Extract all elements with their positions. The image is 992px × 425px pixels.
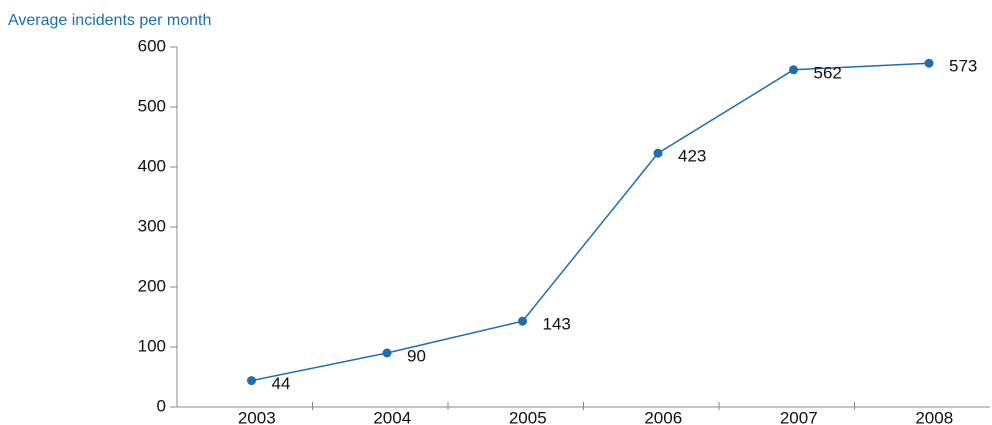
- x-tick-label: 2006: [644, 408, 682, 425]
- x-tick-label: 2007: [780, 408, 818, 425]
- data-label: 143: [543, 315, 571, 334]
- point: [924, 58, 934, 68]
- y-tick-label: 300: [138, 216, 166, 235]
- data-label: 90: [407, 346, 426, 365]
- y-tick-label: 0: [157, 396, 166, 415]
- x-tick-label: 2005: [509, 408, 547, 425]
- x-tick-label: 2003: [238, 408, 276, 425]
- data-label: 44: [272, 374, 291, 393]
- point: [247, 376, 257, 386]
- x-tick-label: 2004: [373, 408, 411, 425]
- data-label: 573: [949, 57, 977, 76]
- point: [653, 148, 663, 158]
- data-label: 423: [678, 147, 706, 166]
- x-tick-label: 2008: [915, 408, 953, 425]
- line: [251, 62, 930, 382]
- point: [518, 316, 528, 326]
- point: [382, 348, 392, 358]
- y-tick-label: 100: [138, 336, 166, 355]
- y-tick-label: 600: [138, 36, 166, 55]
- point: [789, 65, 799, 75]
- data-label: 562: [814, 63, 842, 82]
- y-tick-label: 200: [138, 276, 166, 295]
- y-tick-label: 400: [138, 156, 166, 175]
- chart-title: Average incidents per month: [8, 12, 211, 29]
- y-tick-label: 500: [138, 96, 166, 115]
